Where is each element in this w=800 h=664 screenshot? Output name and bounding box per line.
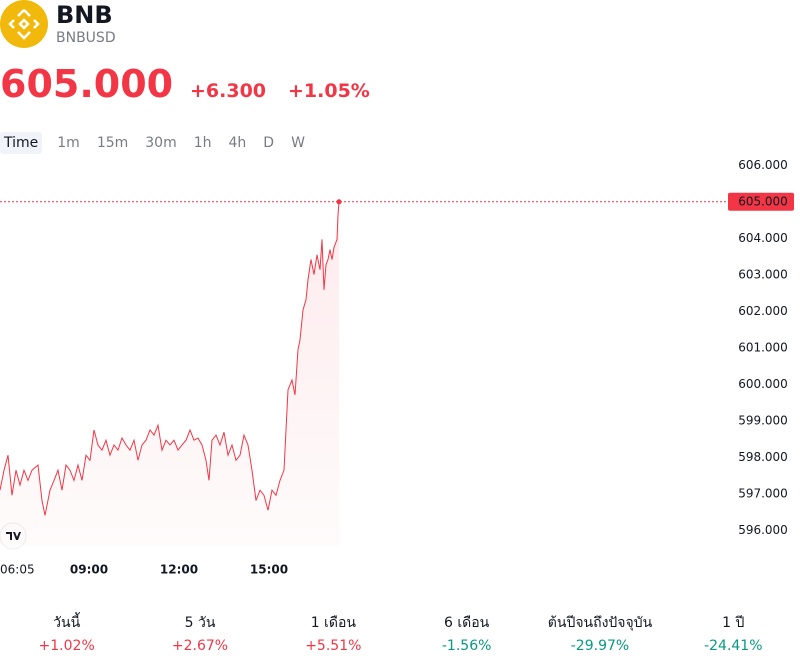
period-value: +2.67%	[171, 638, 229, 654]
y-tick-label: 598.000	[738, 450, 788, 464]
period[interactable]: วันนี้ +1.02%	[0, 612, 133, 654]
performance-row: วันนี้ +1.02% 5 วัน +2.67% 1 เดือน +5.51% 6 เด…	[0, 612, 800, 654]
interval-tab[interactable]: W	[291, 135, 305, 151]
logo-mark	[8, 9, 40, 40]
y-tick-label: 600.000	[738, 377, 788, 391]
last-price-badge	[728, 192, 794, 211]
price-change: +6.300	[190, 80, 267, 102]
y-tick-label: 602.000	[738, 304, 788, 318]
symbol: BNBUSD	[56, 30, 116, 46]
last-price-label: 605.000	[738, 194, 788, 208]
price-change-percent: +1.05%	[288, 80, 370, 102]
period-value: +1.02%	[38, 638, 95, 654]
period[interactable]: 6 เดือน -1.56%	[400, 612, 533, 654]
y-tick-label: 601.000	[738, 340, 788, 354]
x-tick-label: 15:00	[250, 563, 288, 577]
period-value: -29.97%	[570, 638, 630, 654]
period-value: -1.56%	[441, 638, 492, 654]
period-label: ต้นปีจนถึงปัจจุบัน	[547, 615, 653, 631]
interval-tab[interactable]: 4h	[228, 135, 247, 151]
period-value: -24.41%	[704, 638, 763, 654]
logo	[0, 0, 48, 48]
period[interactable]: 1 เดือน +5.51%	[267, 612, 400, 654]
last-point	[336, 199, 342, 205]
period-label: 1 ปี	[722, 615, 745, 631]
interval-tab[interactable]: D	[263, 135, 275, 151]
period[interactable]: ต้นปีจนถึงปัจจุบัน -29.97%	[533, 612, 666, 654]
title: BNB	[56, 1, 113, 29]
interval-tab[interactable]: 15m	[96, 135, 129, 151]
interval-tab[interactable]: 1h	[193, 135, 212, 151]
period[interactable]: 1 ปี -24.41%	[667, 612, 800, 654]
area	[0, 201, 339, 546]
period[interactable]: 5 วัน +2.67%	[133, 612, 266, 654]
y-tick-label: 597.000	[738, 486, 788, 500]
x-tick-label: 09:00	[70, 563, 108, 577]
y-tick-label: 604.000	[738, 231, 788, 245]
price: 605.000	[0, 62, 174, 106]
y-tick-label: 603.000	[738, 267, 788, 281]
x-tick-label: 06:05	[0, 563, 35, 577]
period-value: +5.51%	[305, 638, 362, 654]
interval-tab[interactable]: Time	[0, 132, 43, 154]
y-tick-label: 596.000	[738, 523, 788, 537]
period-label: 5 วัน	[184, 615, 216, 631]
y-tick-label: 599.000	[738, 413, 788, 427]
y-tick-label: 606.000	[738, 158, 788, 172]
period-label: วันนี้	[53, 615, 81, 631]
period-label: 6 เดือน	[444, 615, 490, 631]
interval-tab[interactable]: 30m	[145, 135, 177, 151]
period-label: 1 เดือน	[310, 615, 356, 631]
x-tick-label: 12:00	[160, 563, 198, 577]
line	[0, 201, 340, 516]
interval-tab[interactable]: 1m	[57, 135, 80, 151]
interval-tabs: Time 1m 15m 30m 1h 4h D W	[0, 132, 318, 154]
chart: 596.000 597.000 598.000 599.000 600.000 601.0…	[0, 0, 794, 577]
